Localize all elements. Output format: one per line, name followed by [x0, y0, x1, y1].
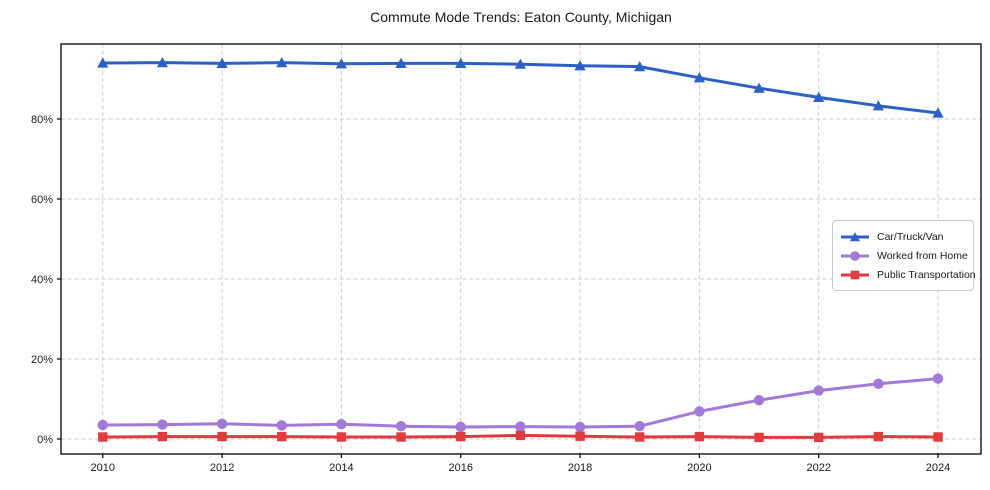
- data-point-circle: [276, 420, 287, 431]
- data-point-triangle: [693, 72, 705, 83]
- data-point-triangle: [872, 100, 884, 111]
- series-line-car-truck-van: [101, 61, 940, 115]
- data-point-square: [277, 431, 287, 442]
- x-tick-label: 2014: [329, 462, 353, 474]
- legend-label: Worked from Home: [877, 249, 968, 262]
- data-point-square: [217, 431, 227, 442]
- data-point-circle: [574, 421, 586, 433]
- y-tick-label: 80%: [31, 114, 53, 126]
- data-point-circle: [336, 419, 347, 430]
- data-point-circle: [634, 421, 645, 432]
- data-point-square: [873, 431, 884, 442]
- data-point-square: [814, 432, 824, 443]
- x-tick-label: 2010: [91, 462, 115, 474]
- data-point-triangle: [97, 57, 109, 68]
- data-point-square: [575, 431, 585, 441]
- data-point-square: [396, 432, 406, 442]
- data-point-circle: [515, 421, 526, 432]
- y-tick-label: 60%: [31, 194, 53, 206]
- data-point-square: [157, 431, 168, 442]
- series-line-worked-from-home: [101, 377, 940, 429]
- x-tick-label: 2016: [448, 462, 472, 474]
- data-point-circle: [813, 385, 824, 396]
- legend-label: Public Transportation: [877, 268, 976, 281]
- y-tick-label: 40%: [31, 274, 53, 286]
- circle-marker-icon: [841, 250, 869, 261]
- data-point-square: [515, 430, 526, 441]
- data-point-triangle: [455, 57, 467, 68]
- data-point-triangle: [813, 91, 825, 102]
- data-point-square: [933, 432, 943, 442]
- data-point-triangle: [932, 107, 944, 118]
- legend: Car/Truck/Van Worked from Home Public Tr…: [832, 220, 976, 291]
- data-point-square: [336, 432, 347, 442]
- data-point-triangle: [514, 58, 527, 69]
- data-point-triangle: [276, 57, 288, 68]
- data-point-triangle: [335, 58, 348, 69]
- data-point-circle: [455, 421, 466, 433]
- data-point-triangle: [634, 61, 646, 72]
- x-tick-label: 2020: [687, 462, 711, 474]
- data-point-triangle: [156, 57, 169, 68]
- data-point-triangle: [216, 57, 228, 68]
- data-point-circle: [932, 373, 944, 384]
- y-tick-label: 20%: [31, 354, 53, 366]
- data-point-circle: [97, 419, 108, 431]
- legend-label: Car/Truck/Van: [877, 230, 944, 243]
- chart-title: Commute Mode Trends: Eaton County, Michi…: [370, 9, 672, 25]
- data-point-circle: [694, 406, 705, 417]
- data-point-circle: [216, 418, 228, 429]
- x-tick-label: 2022: [806, 462, 830, 474]
- data-point-circle: [157, 419, 168, 430]
- data-point-square: [456, 431, 466, 442]
- data-point-square: [98, 432, 108, 442]
- legend-item-worked-from-home: Worked from Home: [840, 246, 968, 265]
- x-tick-label: 2018: [568, 462, 592, 474]
- data-point-square: [635, 432, 645, 442]
- data-point-circle: [873, 378, 884, 389]
- triangle-marker-icon: [841, 231, 869, 241]
- y-tick-label: 0%: [37, 434, 53, 446]
- legend-item-car-truck-van: Car/Truck/Van: [840, 227, 965, 246]
- x-tick-label: 2024: [926, 462, 950, 474]
- data-point-square: [754, 432, 764, 443]
- data-point-triangle: [395, 57, 407, 68]
- data-point-circle: [753, 395, 765, 406]
- square-marker-icon: [841, 270, 869, 279]
- x-tick-label: 2012: [210, 462, 234, 474]
- legend-item-public-transportation: Public Transportation: [840, 265, 976, 284]
- data-point-circle: [395, 421, 407, 432]
- data-point-square: [694, 431, 705, 442]
- plot-frame: [60, 43, 982, 455]
- data-point-triangle: [574, 60, 586, 71]
- data-point-triangle: [753, 82, 765, 93]
